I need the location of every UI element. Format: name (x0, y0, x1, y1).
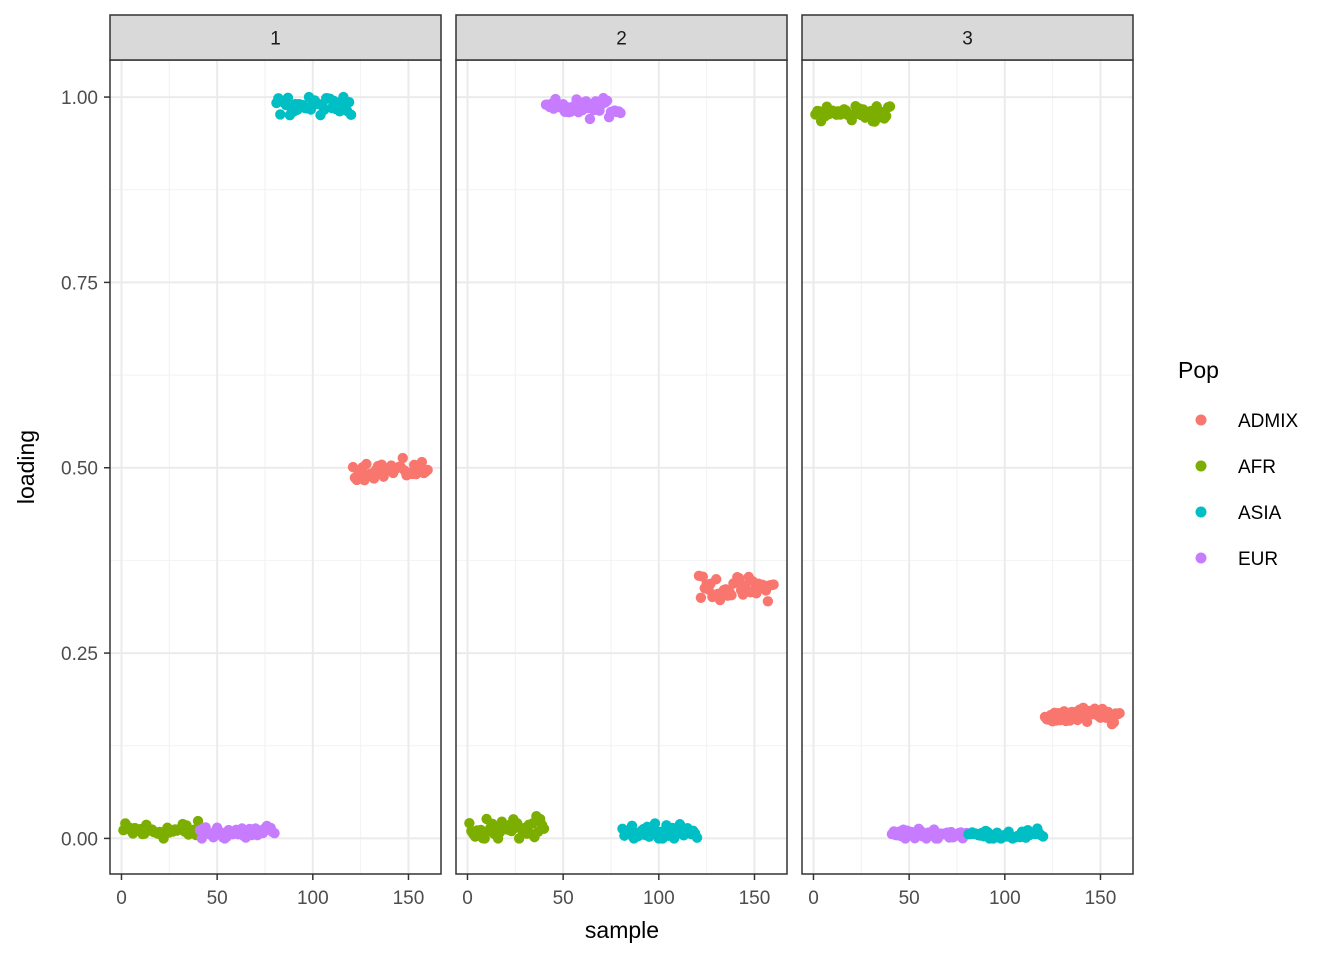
data-point-admix (711, 574, 722, 585)
data-point-asia (343, 96, 355, 108)
legend: Pop ADMIX AFR ASIA EUR (1178, 357, 1299, 570)
data-point-asia (1037, 831, 1049, 842)
y-tick-label: 0.50 (61, 459, 98, 480)
data-point-afr (884, 101, 896, 112)
data-point-admix (1114, 708, 1125, 719)
legend-swatch (1195, 506, 1207, 518)
data-point-admix (416, 456, 428, 468)
data-point-admix (1108, 717, 1120, 728)
y-tick-label: 0.25 (61, 644, 98, 665)
x-tick-label: 100 (297, 888, 329, 909)
data-point-admix (726, 589, 737, 601)
x-tick-label: 50 (553, 888, 574, 909)
legend-entry-admix: ADMIX (1195, 411, 1299, 432)
x-tick-label: 100 (643, 888, 675, 909)
data-point-admix (422, 464, 433, 476)
data-point-asia (345, 109, 357, 121)
legend-title: Pop (1178, 357, 1219, 383)
data-point-afr (880, 110, 892, 122)
data-point-admix (397, 452, 408, 464)
data-point-eur (601, 95, 613, 106)
points-facet-3 (810, 100, 1125, 844)
legend-label: AFR (1238, 457, 1276, 478)
x-tick-label: 100 (989, 888, 1021, 909)
facet-strip-label: 1 (270, 29, 281, 50)
x-tick-label: 0 (808, 888, 819, 909)
y-tick-label: 0.00 (61, 829, 98, 850)
x-tick-label: 50 (207, 888, 228, 909)
facet-panels: 1 0 50 100 150 2 0 50 100 150 3 0 50 100 150 (109, 14, 1134, 909)
data-point-eur (615, 107, 626, 119)
data-point-asia (691, 832, 703, 843)
data-point-afr (192, 815, 204, 827)
data-point-eur (584, 113, 596, 125)
legend-label: EUR (1238, 549, 1278, 570)
data-point-asia (282, 92, 294, 104)
x-tick-label: 150 (1085, 888, 1117, 909)
points-facet-1 (118, 91, 433, 844)
data-point-admix (733, 573, 745, 584)
data-point-eur (269, 827, 280, 839)
facet-panel-2: 2 0 50 100 150 (455, 14, 788, 909)
data-point-admix (361, 458, 372, 470)
data-point-admix (1081, 716, 1093, 728)
legend-entry-afr: AFR (1195, 457, 1276, 478)
y-tick-label: 1.00 (61, 88, 98, 109)
points-facet-2 (464, 92, 779, 844)
facet-strip (455, 14, 788, 61)
x-tick-label: 150 (393, 888, 425, 909)
x-tick-label: 150 (739, 888, 771, 909)
facet-strip-label: 3 (962, 29, 973, 50)
x-axis-title: sample (585, 917, 659, 943)
legend-label: ASIA (1238, 503, 1282, 524)
legend-entry-eur: EUR (1195, 549, 1278, 570)
facet-panel-1: 1 0 50 100 150 (109, 14, 442, 909)
data-point-afr (538, 823, 550, 834)
data-point-asia (649, 818, 661, 829)
y-axis-title: loading (13, 430, 39, 504)
legend-label: ADMIX (1238, 411, 1299, 432)
legend-swatch (1195, 414, 1207, 426)
legend-swatch (1195, 460, 1207, 472)
data-point-admix (695, 592, 707, 604)
data-point-afr (475, 824, 487, 836)
facet-strip (801, 14, 1134, 61)
data-point-asia (275, 109, 286, 120)
y-axis: 0.00 0.25 0.50 0.75 1.00 (61, 88, 110, 850)
data-point-afr (464, 817, 475, 829)
legend-swatch (1195, 552, 1207, 564)
x-tick-label: 0 (116, 888, 127, 909)
x-tick-label: 50 (899, 888, 920, 909)
facet-panel-3: 3 0 50 100 150 (801, 14, 1134, 909)
x-tick-label: 0 (462, 888, 473, 909)
legend-entry-asia: ASIA (1195, 503, 1282, 524)
data-point-admix (762, 596, 774, 607)
data-point-admix (768, 579, 779, 590)
facet-strip (109, 14, 442, 61)
y-tick-label: 0.75 (61, 273, 98, 294)
facet-strip-label: 2 (616, 29, 627, 50)
